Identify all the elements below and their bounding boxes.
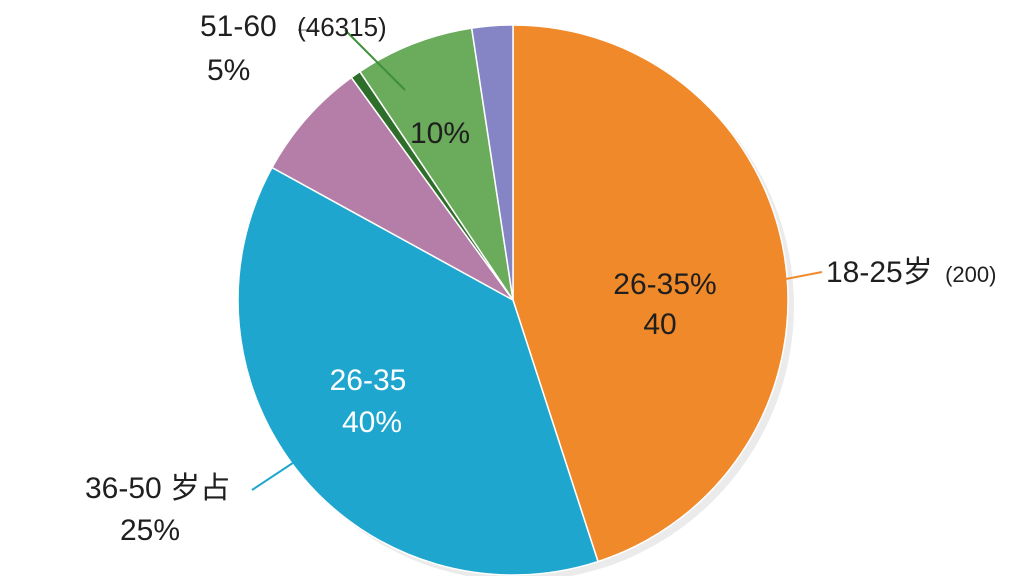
callout-36-50-line2: 25% [120,514,180,547]
slice-label-blue-line1: 26-35 [330,364,407,397]
callout-51-60-percent: 5% [207,54,250,87]
callout-51-60-count: (46315) [297,12,387,42]
pie-slice-4 [358,27,514,301]
callout-51-60: 51-60 (46315) [200,10,387,43]
slice-label-blue-line2: 40% [342,406,402,439]
callout-18-25-label: 18-25岁 [826,256,933,289]
pie-slice-0 [512,24,789,563]
leader-line-36-50 [251,444,321,491]
leader-line-51-60-a [344,29,406,91]
leader-line-18-25 [759,271,823,285]
pie-slice-5 [470,24,514,301]
slice-label-orange-line2: 40 [643,308,676,341]
slice-label-green: 10% [410,117,470,150]
callout-36-50-line1: 36-50 岁占 [85,472,230,505]
pie-slice-2 [270,76,514,301]
callout-18-25: 18-25岁 (200) [826,256,996,289]
callout-51-60-label: 51-60 [200,10,277,43]
pie-slices [237,24,789,576]
callout-18-25-count: (200) [945,262,996,287]
slice-label-orange-line1: 26-35% [613,268,716,301]
pie-slice-1 [237,166,599,576]
